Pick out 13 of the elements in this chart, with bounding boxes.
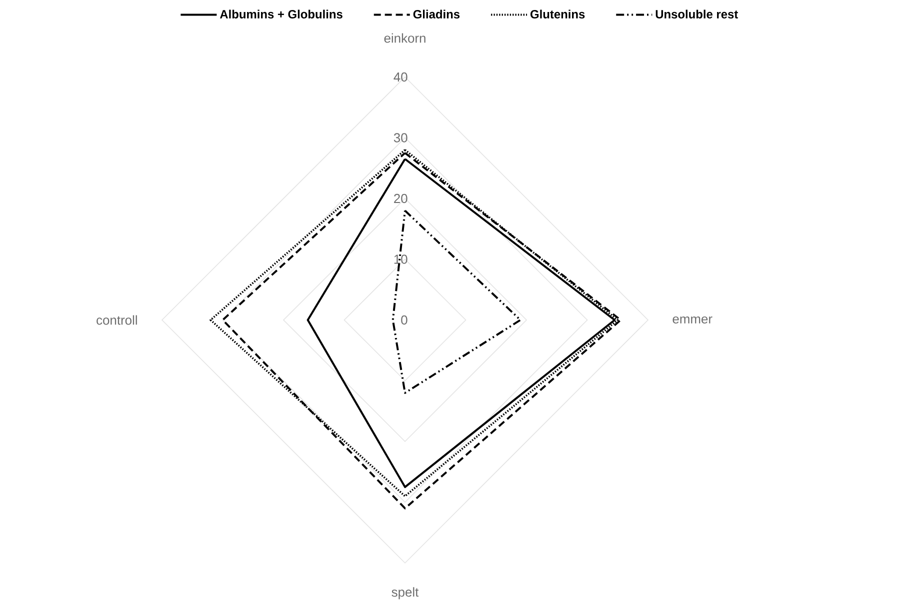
spoke-label: einkorn bbox=[384, 33, 426, 43]
spoke-label: controll bbox=[96, 315, 137, 325]
y-tick-label: 10 bbox=[394, 254, 408, 264]
y-tick-label: 40 bbox=[394, 72, 408, 82]
y-tick-label: 20 bbox=[394, 194, 408, 204]
y-tick-label: 30 bbox=[394, 133, 408, 142]
spoke-label: emmer bbox=[672, 316, 712, 324]
legend-label: Gliadins bbox=[413, 10, 460, 18]
spoke-label: spelt bbox=[392, 587, 419, 600]
y-tick-label: 0 bbox=[401, 315, 408, 325]
legend-label: Albumins + Globulins bbox=[220, 10, 342, 18]
legend-label: Glutenins bbox=[530, 10, 585, 18]
legend-label: Unsoluble rest bbox=[656, 10, 738, 18]
